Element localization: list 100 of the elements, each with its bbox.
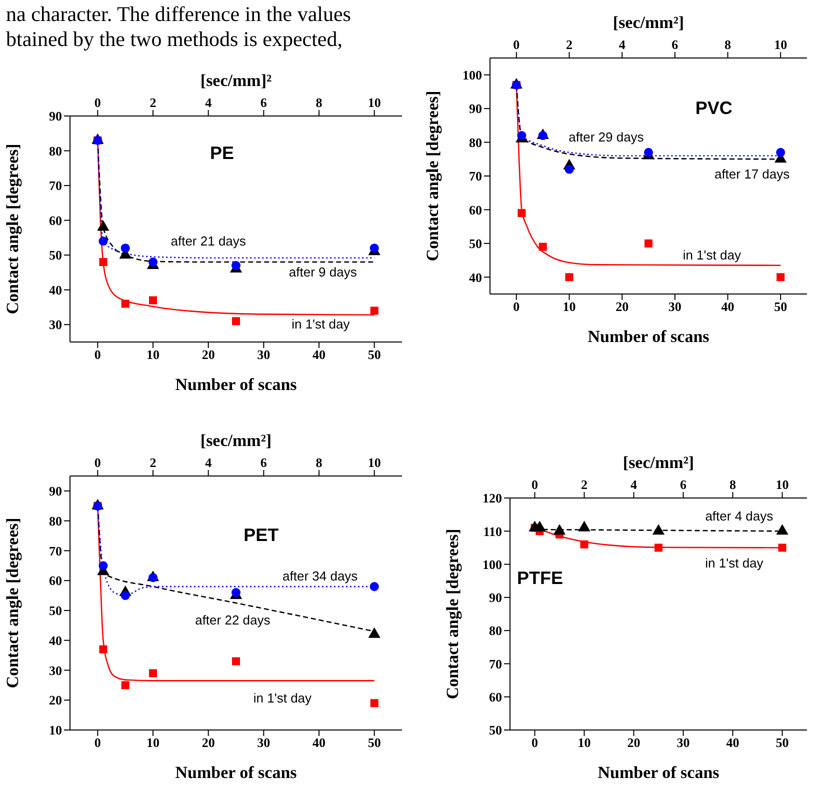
- point: [149, 296, 157, 304]
- point: [120, 591, 130, 600]
- point: [565, 273, 574, 282]
- x-tick-label: 10: [146, 347, 160, 362]
- annotation: after 29 days: [568, 130, 644, 145]
- x2-tick-label: 10: [774, 37, 788, 52]
- y-tick-label: 60: [49, 573, 62, 588]
- point: [121, 681, 130, 690]
- x-tick-label: 50: [368, 347, 381, 362]
- point: [370, 582, 379, 592]
- x-tick-label: 10: [562, 299, 576, 314]
- x-tick-label: 20: [202, 347, 215, 362]
- x2-tick-label: 8: [730, 477, 736, 492]
- y-tick-label: 120: [482, 490, 502, 506]
- text: btained by the two methods is expected,: [6, 27, 344, 52]
- x2-tick-label: 10: [368, 95, 381, 110]
- point: [644, 148, 654, 157]
- y-tick-label: 20: [49, 692, 62, 708]
- y-tick-label: 60: [469, 202, 482, 218]
- x2-tick-label: 2: [566, 37, 572, 52]
- annotation: in 1'st day: [705, 556, 764, 571]
- y-tick-label: 50: [489, 722, 502, 738]
- x-tick-label: 0: [94, 347, 101, 362]
- point: [564, 164, 574, 174]
- y-tick-label: 80: [49, 513, 62, 528]
- y-tick-label: 110: [483, 524, 502, 539]
- x-tick-label: 30: [676, 735, 690, 750]
- y-tick-label: 10: [49, 722, 62, 738]
- x-tick-label: 50: [774, 299, 788, 314]
- text: PE: [210, 143, 234, 164]
- point: [370, 244, 379, 253]
- annotation: in 1'st day: [253, 690, 312, 706]
- annotation: in 1'st day: [682, 248, 741, 263]
- point: [98, 236, 108, 246]
- y-tick-label: 50: [469, 236, 482, 252]
- x2-tick-label: 4: [618, 37, 626, 52]
- point: [232, 317, 240, 326]
- x-tick-label: 20: [202, 735, 215, 750]
- point: [121, 300, 130, 308]
- text: PET: [244, 524, 279, 546]
- x2-tick-label: 4: [630, 477, 638, 492]
- text: na character. The difference in the values: [6, 2, 352, 27]
- x-tick-label: 20: [627, 735, 640, 750]
- x-tick-label: 40: [726, 735, 740, 750]
- annotation: after 9 days: [288, 264, 357, 280]
- annotation: after 34 days: [282, 568, 358, 584]
- x-axis-title: Number of scans: [175, 763, 298, 782]
- x-tick-label: 0: [532, 735, 538, 750]
- point: [148, 258, 158, 267]
- y-tick-label: 90: [49, 484, 62, 499]
- x2-axis-title: [sec/mm²]: [622, 453, 694, 472]
- y-tick-label: 80: [469, 134, 482, 150]
- x-tick-label: 40: [312, 347, 326, 362]
- point: [148, 573, 158, 582]
- x2-tick-label: 6: [680, 477, 687, 492]
- x2-tick-label: 0: [94, 95, 101, 110]
- point: [149, 669, 157, 678]
- x2-tick-label: 0: [532, 477, 538, 492]
- point: [232, 657, 240, 666]
- point: [120, 244, 130, 253]
- y-tick-label: 100: [482, 556, 502, 572]
- point: [370, 699, 378, 708]
- y-tick-label: 70: [49, 178, 62, 194]
- x-tick-label: 10: [146, 735, 160, 750]
- y-tick-label: 70: [469, 168, 482, 184]
- x2-tick-label: 2: [581, 477, 588, 492]
- x2-tick-label: 10: [776, 477, 789, 492]
- y-tick-label: 90: [49, 108, 62, 124]
- y-tick-label: 100: [462, 67, 482, 82]
- y-tick-label: 50: [49, 248, 62, 263]
- annotation: after 21 days: [170, 234, 246, 249]
- x-tick-label: 0: [513, 299, 520, 314]
- x-axis-title: Number of scans: [598, 763, 720, 782]
- x2-tick-label: 10: [368, 455, 381, 470]
- y-axis-title: Contact angle [degrees]: [3, 144, 22, 314]
- x2-tick-label: 8: [316, 95, 323, 110]
- x2-tick-label: 8: [316, 455, 323, 470]
- point: [776, 148, 786, 157]
- y-tick-label: 60: [489, 689, 502, 704]
- annotation: after 22 days: [195, 612, 270, 628]
- y-axis-title: Contact angle [degrees]: [423, 90, 442, 262]
- annotation: after 17 days: [714, 166, 790, 182]
- x2-axis-title: [sec/mm]²: [200, 71, 272, 90]
- x-tick-label: 30: [668, 299, 682, 314]
- text: PVC: [695, 98, 732, 119]
- y-axis-title: Contact angle [degrees]: [443, 528, 462, 700]
- x-tick-label: 10: [578, 735, 591, 750]
- x-tick-label: 50: [368, 735, 381, 750]
- y-tick-label: 30: [49, 662, 62, 678]
- x2-tick-label: 8: [724, 37, 732, 52]
- y-tick-label: 40: [49, 632, 62, 648]
- x2-axis-title: [sec/mm²]: [612, 13, 684, 32]
- y-tick-label: 90: [489, 590, 502, 606]
- x-tick-label: 20: [616, 299, 629, 314]
- point: [370, 306, 378, 315]
- text: PTFE: [517, 568, 564, 590]
- point: [776, 273, 785, 282]
- x2-tick-label: 2: [150, 95, 156, 110]
- y-tick-label: 40: [49, 282, 62, 298]
- x-axis-title: Number of scans: [175, 375, 298, 394]
